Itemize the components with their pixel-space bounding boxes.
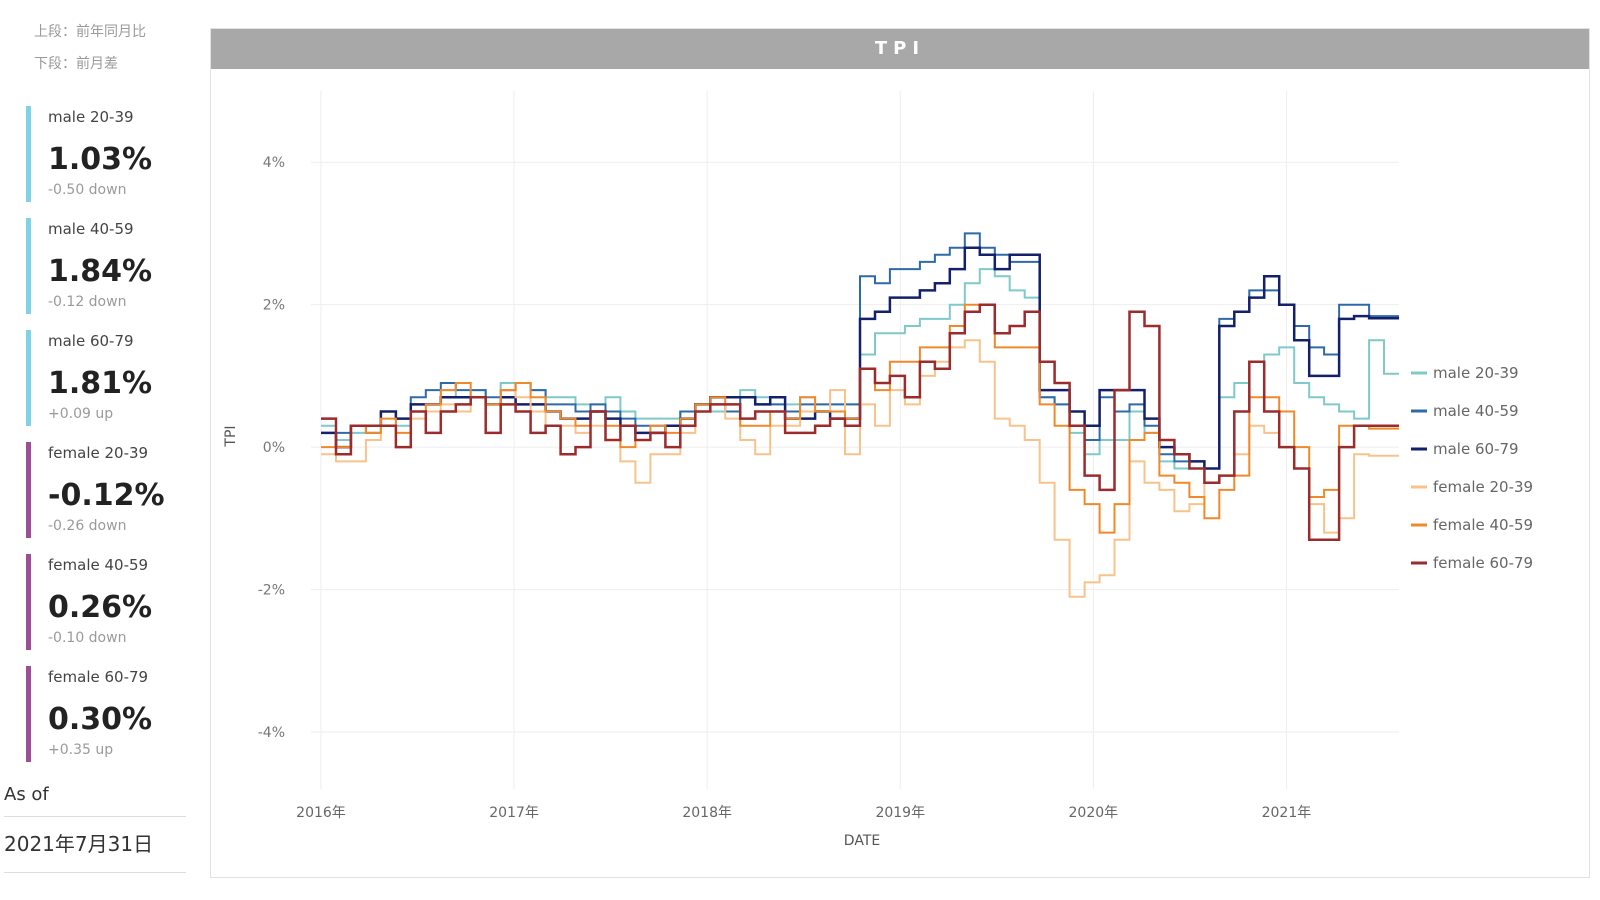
- kpi-label: male 60-79: [48, 332, 134, 350]
- y-tick-label: -4%: [258, 725, 285, 741]
- kpi-color-bar: [26, 106, 31, 202]
- kpi-delta: +0.09 up: [48, 406, 114, 422]
- kpi-card-male-60-79: male 60-79 1.81% +0.09 up: [26, 328, 201, 428]
- kpi-color-bar: [26, 442, 31, 538]
- kpi-card-male-40-59: male 40-59 1.84% -0.12 down: [26, 216, 201, 316]
- as-of-label: As of: [4, 784, 49, 805]
- kpi-label: male 20-39: [48, 108, 134, 126]
- kpi-color-bar: [26, 666, 31, 762]
- kpi-delta: +0.35 up: [48, 742, 114, 758]
- kpi-delta: -0.12 down: [48, 294, 127, 310]
- x-tick-label: 2016年: [296, 805, 346, 821]
- as-of-underline: [4, 872, 186, 873]
- y-tick-label: 4%: [263, 155, 285, 171]
- kpi-label: female 40-59: [48, 556, 149, 574]
- kpi-card-male-20-39: male 20-39 1.03% -0.50 down: [26, 104, 201, 204]
- kpi-value: 1.03%: [48, 142, 153, 177]
- as-of-date[interactable]: 2021年7月31日: [4, 832, 154, 856]
- tpi-line-chart[interactable]: 2016年 2017年 2018年 2019年 2020年 2021年 -4% -2% 0% 2%…: [211, 29, 1589, 877]
- legend-entry: female 40-59: [1433, 516, 1533, 534]
- note-lower: 下段：前月差: [34, 56, 118, 72]
- kpi-list: male 20-39 1.03% -0.50 down male 40-59 1…: [26, 104, 201, 776]
- kpi-color-bar: [26, 218, 31, 314]
- kpi-value: 1.84%: [48, 254, 153, 289]
- legend-entry: male 40-59: [1433, 402, 1519, 420]
- y-tick-label: 0%: [263, 440, 285, 456]
- y-tick-label: -2%: [258, 583, 285, 599]
- chart-notes: 上段：前年同月比 下段：前月差: [34, 16, 146, 80]
- kpi-delta: -0.10 down: [48, 630, 127, 646]
- kpi-card-female-60-79: female 60-79 0.30% +0.35 up: [26, 664, 201, 764]
- x-tick-label: 2019年: [875, 805, 925, 821]
- kpi-label: female 20-39: [48, 444, 149, 462]
- x-tick-label: 2020年: [1069, 805, 1119, 821]
- kpi-label: male 40-59: [48, 220, 134, 238]
- legend-entry: male 20-39: [1433, 364, 1519, 382]
- chart-panel: TPI 2016年 2017年 2018年 2019年 2020年 2021年 -4% -2%…: [210, 28, 1590, 878]
- note-upper: 上段：前年同月比: [34, 24, 146, 40]
- kpi-card-female-20-39: female 20-39 -0.12% -0.26 down: [26, 440, 201, 540]
- y-tick-label: 2%: [263, 298, 285, 314]
- x-tick-label: 2017年: [489, 805, 539, 821]
- y-axis-title: TPI: [223, 425, 239, 447]
- x-axis-title: DATE: [844, 833, 880, 849]
- legend-entry: female 60-79: [1433, 554, 1533, 572]
- kpi-value: 1.81%: [48, 366, 153, 401]
- kpi-card-female-40-59: female 40-59 0.26% -0.10 down: [26, 552, 201, 652]
- kpi-delta: -0.26 down: [48, 518, 127, 534]
- kpi-label: female 60-79: [48, 668, 149, 686]
- legend-entry: male 60-79: [1433, 440, 1519, 458]
- series-line-male-60-79: [321, 246, 1399, 470]
- kpi-value: 0.26%: [48, 590, 153, 625]
- x-tick-label: 2018年: [682, 805, 732, 821]
- kpi-color-bar: [26, 330, 31, 426]
- kpi-value: 0.30%: [48, 702, 153, 737]
- as-of-divider: [4, 816, 186, 817]
- kpi-value: -0.12%: [48, 478, 165, 513]
- series-line-female-60-79: [321, 303, 1399, 541]
- chart-title: TPI: [211, 29, 1589, 69]
- x-tick-label: 2021年: [1262, 805, 1312, 821]
- kpi-color-bar: [26, 554, 31, 650]
- legend-entry: female 20-39: [1433, 478, 1533, 496]
- kpi-delta: -0.50 down: [48, 182, 127, 198]
